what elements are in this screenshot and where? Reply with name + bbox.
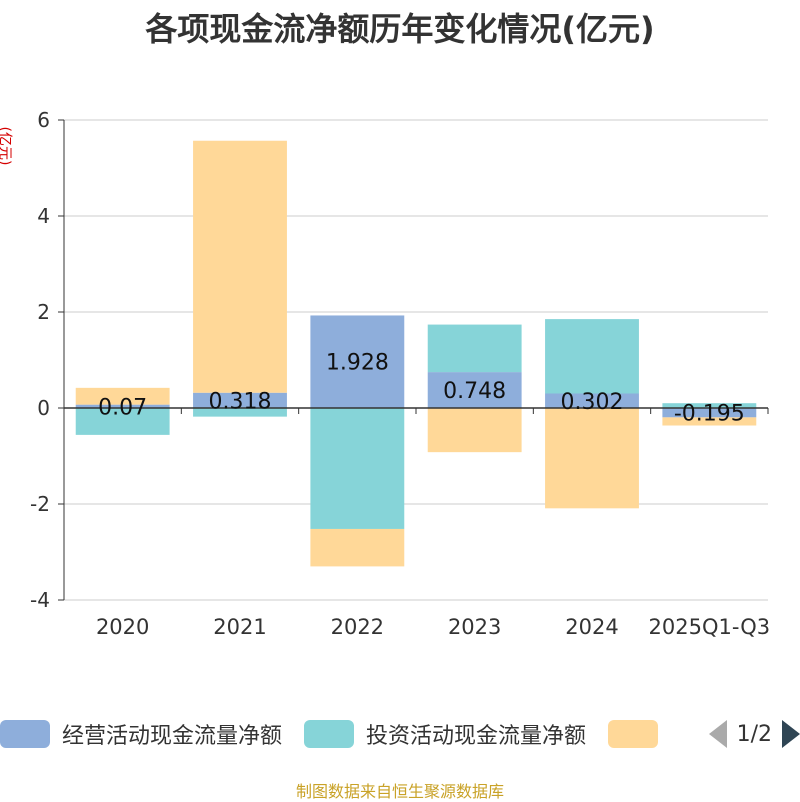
bar-operating [662, 408, 757, 418]
bar-investing [193, 408, 287, 417]
bar-investing [662, 403, 757, 408]
y-tick-label: 0 [37, 396, 50, 420]
bar-financing [545, 408, 639, 509]
x-tick-label: 2022 [331, 615, 384, 639]
y-tick-label: -2 [30, 492, 50, 516]
x-tick-label: 2023 [448, 615, 501, 639]
legend-swatch-financing [608, 720, 659, 748]
data-label: -0.195 [674, 402, 745, 427]
bar-operating [310, 315, 405, 408]
x-tick-label: 2021 [213, 615, 266, 639]
legend-swatch-operating [0, 720, 50, 748]
data-label: 0.748 [443, 379, 506, 404]
x-tick-label: 2020 [96, 615, 149, 639]
y-tick-label: 2 [37, 300, 50, 324]
bar-operating [545, 393, 639, 408]
legend-swatch-investing [304, 720, 355, 748]
bar-investing [427, 324, 522, 373]
bar-investing [310, 408, 405, 529]
chart-title: 各项现金流净额历年变化情况(亿元) [145, 10, 655, 48]
bar-financing [427, 408, 522, 453]
y-tick-label: -4 [30, 588, 50, 612]
bar-operating [193, 392, 287, 408]
bar-operating [75, 404, 170, 408]
legend-label-investing: 投资活动现金流量净额 [366, 724, 587, 749]
legend-item-financing[interactable] [608, 720, 670, 748]
bar-operating [427, 372, 522, 408]
data-source-footer: 制图数据来自恒生聚源数据库 [295, 782, 504, 801]
legend-item-operating[interactable]: 经营活动现金流量净额 [0, 718, 282, 750]
legend-pager: 1/2 [708, 716, 800, 752]
bar-financing [193, 140, 287, 393]
legend: 经营活动现金流量净额 投资活动现金流量净额 [0, 716, 800, 752]
data-label: 1.928 [326, 351, 389, 376]
bar-investing [545, 319, 639, 394]
pager-prev-icon[interactable] [708, 720, 727, 748]
data-label: 0.318 [209, 389, 272, 414]
pager-page-text: 1/2 [736, 721, 772, 747]
x-tick-label: 2025Q1-Q3 [649, 615, 771, 639]
x-tick-label: 2024 [565, 615, 618, 639]
pager-next-icon[interactable] [782, 720, 800, 748]
data-label: 0.07 [98, 395, 147, 420]
y-tick-label: 6 [37, 108, 50, 132]
legend-label-operating: 经营活动现金流量净额 [62, 724, 283, 749]
bar-financing [75, 387, 170, 405]
bar-investing [75, 408, 170, 435]
legend-item-investing[interactable]: 投资活动现金流量净额 [304, 718, 586, 750]
bar-chart: -4 -2 0 2 4 6 2020 2021 2022 2023 2024 2025Q1-Q3 0.… [30, 108, 771, 639]
data-label: 0.302 [561, 390, 624, 415]
bar-financing [662, 417, 757, 426]
y-tick-label: 4 [37, 204, 50, 228]
bar-financing [310, 528, 405, 567]
